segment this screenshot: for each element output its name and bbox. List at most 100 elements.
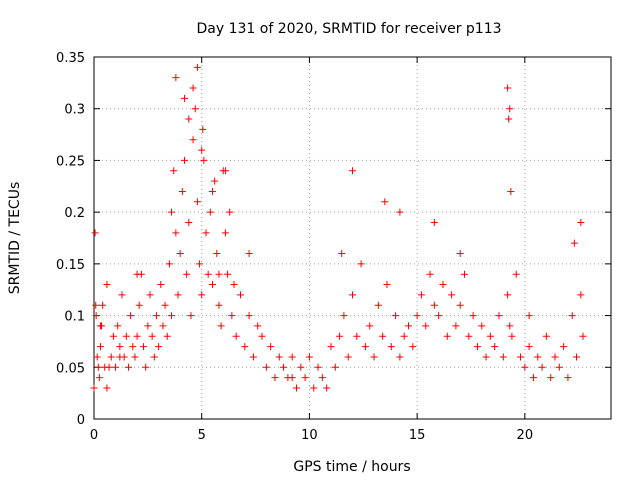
data-point: [534, 353, 542, 361]
data-point: [521, 363, 529, 371]
data-point: [280, 363, 288, 371]
data-point: [178, 187, 186, 195]
plot-frame: [93, 56, 612, 420]
data-point: [170, 167, 178, 175]
data-point: [374, 301, 382, 309]
data-point: [506, 322, 514, 330]
data-point: [196, 260, 204, 268]
data-point: [180, 94, 188, 102]
data-point: [327, 343, 335, 351]
data-point: [383, 281, 391, 289]
data-point: [504, 84, 512, 92]
data-point: [249, 353, 257, 361]
data-point: [93, 353, 101, 361]
data-point: [422, 322, 430, 330]
data-point: [292, 384, 300, 392]
data-point: [189, 84, 197, 92]
data-point: [387, 343, 395, 351]
data-point: [204, 270, 212, 278]
data-point: [262, 363, 270, 371]
data-point: [254, 322, 262, 330]
y-tick-label: 0.2: [64, 206, 85, 221]
data-point: [529, 374, 537, 382]
data-point: [165, 260, 173, 268]
data-point: [512, 270, 520, 278]
data-point: [202, 229, 210, 237]
data-point: [430, 301, 438, 309]
data-point: [189, 136, 197, 144]
data-point: [508, 332, 516, 340]
data-point: [396, 208, 404, 216]
data-point: [392, 312, 400, 320]
data-point: [405, 322, 413, 330]
data-point: [129, 343, 137, 351]
data-point: [439, 281, 447, 289]
data-point: [456, 301, 464, 309]
x-tick-label: 15: [409, 428, 426, 443]
data-point: [452, 322, 460, 330]
data-point: [517, 353, 525, 361]
data-point: [448, 291, 456, 299]
chart-title: Day 131 of 2020, SRMTID for receiver p11…: [196, 21, 501, 37]
data-point: [215, 270, 223, 278]
data-point: [361, 343, 369, 351]
data-point: [400, 332, 408, 340]
data-point: [163, 332, 171, 340]
data-point: [573, 353, 581, 361]
data-point: [288, 353, 296, 361]
data-point: [159, 322, 167, 330]
data-point: [258, 332, 266, 340]
data-point: [103, 384, 111, 392]
data-point: [577, 218, 585, 226]
data-point: [357, 260, 365, 268]
data-point: [135, 301, 143, 309]
data-point: [579, 332, 587, 340]
data-point: [221, 229, 229, 237]
data-point: [430, 218, 438, 226]
data-point: [461, 270, 469, 278]
data-point: [336, 332, 344, 340]
data-point: [305, 353, 313, 361]
data-point: [224, 270, 232, 278]
data-point: [241, 343, 249, 351]
data-point: [112, 363, 120, 371]
data-point: [118, 291, 126, 299]
data-point: [310, 384, 318, 392]
data-point: [507, 187, 515, 195]
data-point: [232, 332, 240, 340]
data-point: [349, 291, 356, 299]
data-point: [245, 312, 253, 320]
data-point: [96, 343, 104, 351]
data-point: [131, 353, 139, 361]
data-point: [176, 250, 184, 258]
data-point: [213, 250, 221, 258]
data-point: [340, 312, 348, 320]
data-point: [208, 281, 216, 289]
data-point: [155, 343, 163, 351]
data-point: [183, 270, 191, 278]
data-point: [525, 312, 533, 320]
data-point: [331, 363, 339, 371]
data-point: [495, 312, 503, 320]
data-points: [90, 63, 587, 392]
data-point: [91, 229, 99, 237]
data-point: [499, 353, 507, 361]
data-point: [172, 229, 180, 237]
data-point: [267, 343, 275, 351]
data-point: [168, 312, 176, 320]
data-point: [127, 312, 135, 320]
y-tick-label: 0.25: [56, 154, 85, 169]
data-point: [185, 218, 193, 226]
data-point: [469, 312, 477, 320]
data-point: [245, 250, 253, 258]
data-point: [226, 208, 234, 216]
data-point: [486, 332, 494, 340]
data-point: [288, 374, 296, 382]
data-point: [560, 343, 568, 351]
data-point: [140, 343, 148, 351]
y-tick-label: 0.1: [64, 310, 85, 325]
data-point: [150, 353, 158, 361]
y-tick-label: 0.15: [56, 258, 85, 273]
